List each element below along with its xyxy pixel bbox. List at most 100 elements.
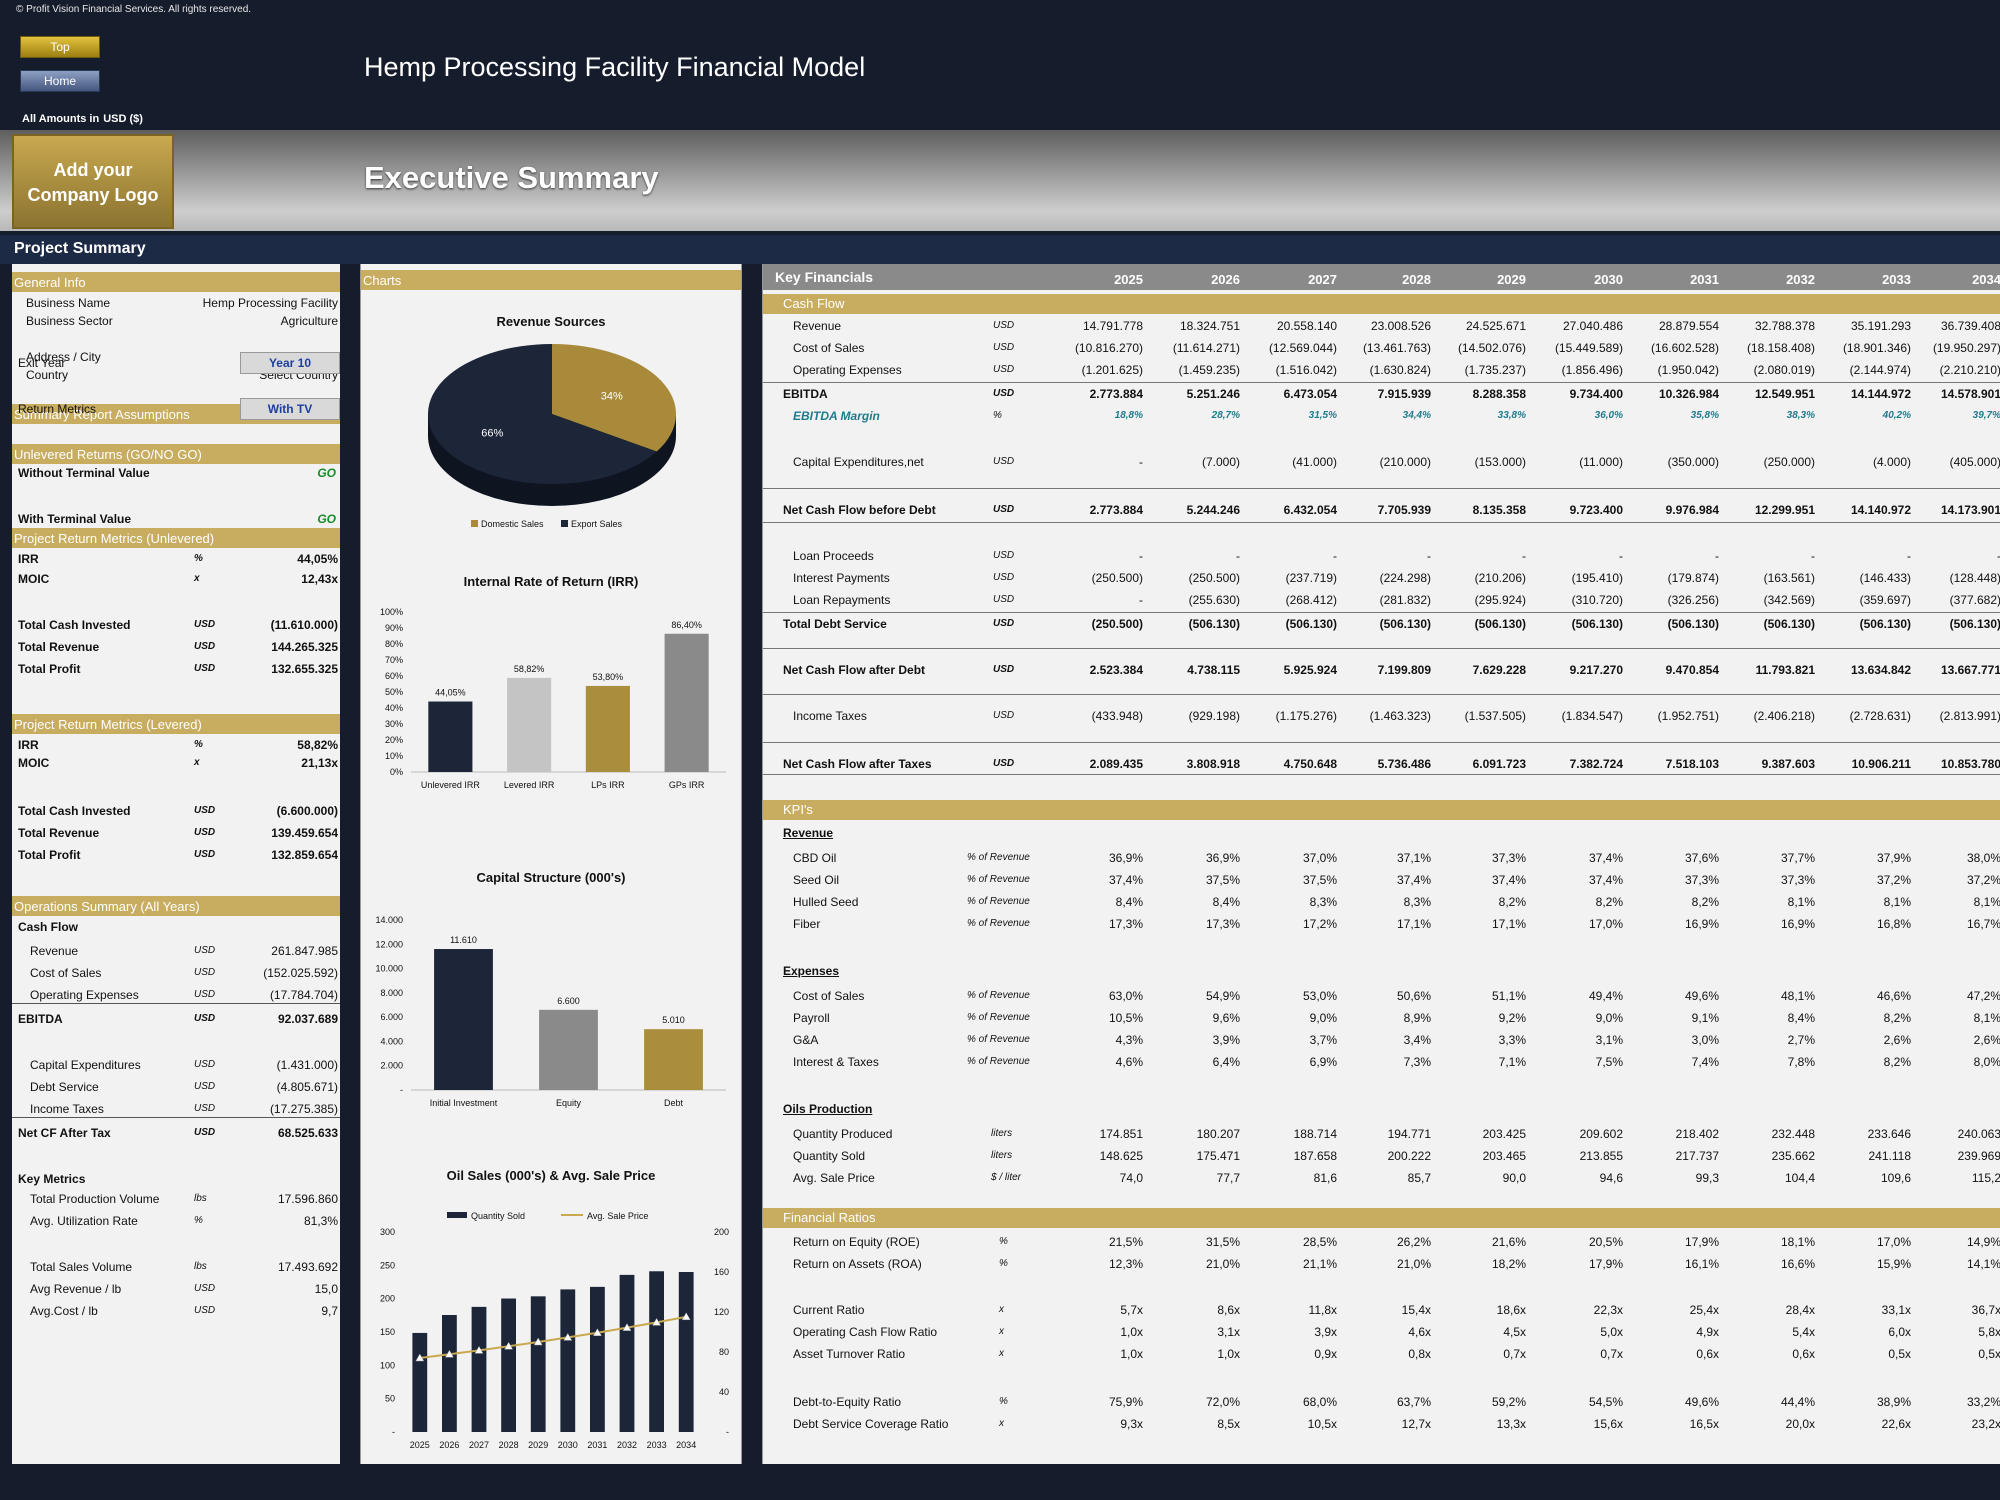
price-marker	[622, 1323, 632, 1331]
key-metric-row: Avg.Cost / lb USD 9,7	[12, 1302, 340, 1320]
revenue-kpi-row-cell: 38,0%	[1966, 851, 2000, 865]
levered-metric-row: IRR% 58,82%	[12, 736, 340, 754]
x-tick-label: Initial Investment	[430, 1098, 498, 1108]
cash-flow-row-cell: (14.502.076)	[1457, 341, 1526, 355]
key-metrics-subheader: Key Metrics	[12, 1170, 340, 1188]
cash-flow-row-cell: (1.952.751)	[1657, 709, 1719, 723]
divider	[763, 382, 2000, 383]
return-metrics-select[interactable]: With TV	[240, 398, 340, 420]
cash-flow-row-cell: -	[1811, 549, 1815, 563]
levered-metric-row-label: Total Cash Invested	[18, 804, 131, 818]
cash-flow-row-cell: (250.500)	[1091, 571, 1143, 585]
oil-row-cell: 217.737	[1675, 1149, 1719, 1163]
revenue-kpi-row-cell: 36,9%	[1205, 851, 1240, 865]
operations-row-label: Cost of Sales	[30, 966, 102, 980]
operations-row-unit: USD	[194, 1013, 216, 1024]
cash-flow-row-label: Loan Repayments	[793, 593, 891, 607]
cash-flow-row-unit: USD	[993, 758, 1015, 769]
cash-flow-row-cell: (15.449.589)	[1554, 341, 1623, 355]
general-info-row-value: Agriculture	[280, 314, 338, 328]
y-tick-label: 8.000	[380, 988, 403, 998]
cash-flow-row: EBITDA Margin% 18,8% 28,7% 31,5% 34,4% 33,8% 3…	[763, 406, 2000, 426]
ratio-row-cell: 4,9x	[1696, 1325, 1719, 1339]
exit-year-select[interactable]: Year 10	[240, 352, 340, 374]
general-info-row-label: Business Name	[26, 296, 111, 310]
y-tick-label: 250	[380, 1260, 395, 1270]
cash-flow-row: EBITDA USD 2.773.884 5.251.246 6.473.054 7.91…	[763, 384, 2000, 404]
expense-kpi-row-cell: 3,7%	[1309, 1033, 1337, 1047]
ratio-row-cell: 0,5x	[1978, 1347, 2000, 1361]
top-button[interactable]: Top	[20, 36, 100, 58]
irr-chart: 0% 10% 20% 30% 40% 50% 60% 70% 80% 90% 100% 44,05% U…	[380, 607, 726, 790]
unlevered-metric-row: Total Cash Invested USD (11.610.000)	[12, 616, 340, 634]
ratio-row-unit: x	[999, 1348, 1004, 1359]
expense-kpi-row-cell: 7,4%	[1691, 1055, 1719, 1069]
cash-flow-row-cell: 5.244.246	[1186, 503, 1240, 517]
cash-flow-row: Capital Expenditures,net USD - (7.000) (41.0…	[763, 452, 2000, 472]
home-button[interactable]: Home	[20, 70, 100, 92]
operations-row-value: (4.805.671)	[276, 1080, 338, 1094]
cash-flow-row: Total Debt Service USD (250.500) (506.130) (…	[763, 614, 2000, 634]
ratio-row-cell: 63,7%	[1396, 1395, 1431, 1409]
cash-flow-row-cell: (359.697)	[1859, 593, 1911, 607]
ratio-row-cell: 28,4x	[1785, 1303, 1815, 1317]
divider	[763, 612, 2000, 613]
company-logo-placeholder[interactable]: Add your Company Logo	[12, 134, 174, 229]
cash-flow-row-cell: (326.256)	[1667, 593, 1719, 607]
ratio-row-cell: 18,6x	[1496, 1303, 1526, 1317]
oil-row: Quantity Sold liters 148.625 175.471 187.658…	[763, 1146, 2000, 1166]
ratio-row-cell: 5,8x	[1978, 1325, 2000, 1339]
ratio-row-cell: 59,2%	[1491, 1395, 1526, 1409]
ratio-row-cell: 21,1%	[1302, 1257, 1337, 1271]
cash-flow-row-cell: (179.874)	[1667, 571, 1719, 585]
cash-flow-row-cell: (1.201.625)	[1081, 363, 1143, 377]
ratio-row-cell: 1,0x	[1217, 1347, 1240, 1361]
banner	[0, 130, 2000, 231]
x-tick-label: 2028	[499, 1440, 519, 1450]
y2-tick-label: 120	[714, 1307, 729, 1317]
y-tick-label: 6.000	[380, 1012, 403, 1022]
x-tick-label: 2033	[647, 1440, 667, 1450]
price-marker	[504, 1341, 514, 1350]
oil-row-cell: 77,7	[1216, 1171, 1240, 1185]
ratio-row-cell: 4,6x	[1408, 1325, 1431, 1339]
cash-flow-row-cell: (1.463.323)	[1369, 709, 1431, 723]
cash-flow-row: Income Taxes USD (433.948) (929.198) (1.175.…	[763, 706, 2000, 726]
revenue-kpi-row-cell: 37,3%	[1780, 873, 1815, 887]
ratio-row-cell: 15,4x	[1401, 1303, 1431, 1317]
divider	[763, 694, 2000, 695]
cash-flow-row-cell: 9.976.984	[1665, 503, 1719, 517]
y2-tick-label: 160	[714, 1267, 729, 1277]
oil-row-cell: 148.625	[1099, 1149, 1143, 1163]
revenue-kpi-row-cell: 17,2%	[1302, 917, 1337, 931]
cash-flow-row-cell: (18.158.408)	[1746, 341, 1815, 355]
ratio-row-cell: 16,5x	[1689, 1417, 1719, 1431]
revenue-kpi-row-cell: 37,2%	[1966, 873, 2000, 887]
cash-flow-row-cell: (1.950.042)	[1657, 363, 1719, 377]
revenue-kpi-row-cell: 17,0%	[1588, 917, 1623, 931]
operations-row-label: Debt Service	[30, 1080, 99, 1094]
cash-flow-row-cell: 14.144.972	[1850, 387, 1911, 401]
cash-flow-row-cell: 7.518.103	[1665, 757, 1719, 771]
ratio-row-cell: 17,9%	[1684, 1235, 1719, 1249]
cash-flow-row-unit: USD	[993, 456, 1015, 467]
ratio-row-label: Return on Equity (ROE)	[793, 1235, 920, 1249]
expense-kpi-row-cell: 8,0%	[1973, 1055, 2000, 1069]
cash-flow-label: Cash Flow	[18, 920, 79, 934]
operations-row-value: (17.275.385)	[269, 1102, 338, 1116]
cash-flow-row-cell: (163.561)	[1763, 571, 1815, 585]
key-financials-panel: Key Financials 2025 2026 2027 2028 2029 2030 2…	[762, 264, 2000, 1464]
cash-flow-row-cell: (128.448)	[1949, 571, 2000, 585]
key-metric-row-label: Avg.Cost / lb	[30, 1304, 98, 1318]
cash-flow-row-cell: (1.856.496)	[1561, 363, 1623, 377]
revenue-kpi-row-cell: 37,9%	[1876, 851, 1911, 865]
cash-flow-row-label: Interest Payments	[793, 571, 890, 585]
cash-flow-row-cell: -	[1139, 549, 1143, 563]
expense-kpi-row: G&A % of Revenue 4,3% 3,9% 3,7% 3,4% 3,3% 3,1% 3…	[763, 1030, 2000, 1050]
y-tick-label: 150	[380, 1327, 395, 1337]
revenue-kpi-row-cell: 8,4%	[1115, 895, 1143, 909]
cash-flow-row-unit: USD	[993, 664, 1015, 675]
divider	[763, 774, 2000, 775]
expense-kpi-row-cell: 3,3%	[1498, 1033, 1526, 1047]
